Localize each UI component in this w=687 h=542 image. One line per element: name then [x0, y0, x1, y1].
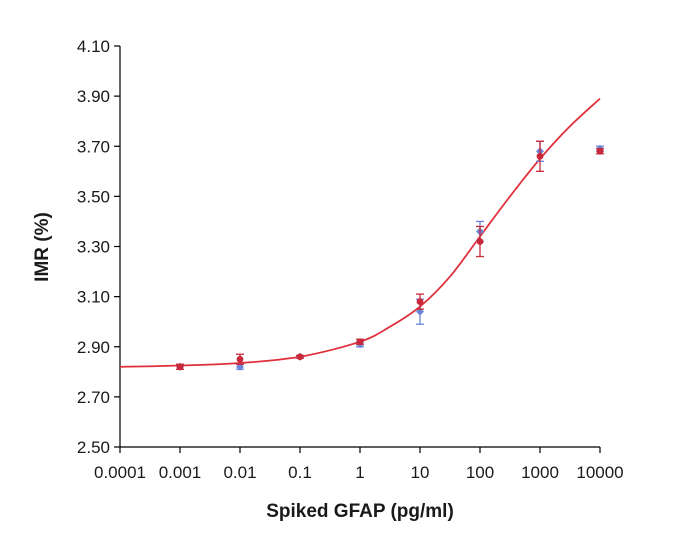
x-ticks: 0.0001 0.001 0.01 0.1 1 10 100 1000 10000 [94, 447, 624, 482]
y-tick-label: 3.70 [77, 137, 110, 156]
data-marker [476, 238, 484, 245]
x-tick-label: 0.01 [223, 463, 256, 482]
data-points [176, 140, 604, 371]
series-b-point [236, 353, 244, 365]
x-tick-label: 1000 [521, 463, 559, 482]
series-b-point [476, 225, 484, 258]
y-axis: 2.50 2.70 2.90 3.10 3.30 3.50 3.70 3.90 4.10 [77, 37, 121, 457]
y-tick-label: 3.10 [77, 288, 110, 307]
y-axis-title: IMR (%) [32, 212, 53, 282]
data-marker [176, 363, 184, 371]
series-b-point [356, 338, 364, 346]
y-tick-label: 4.10 [77, 37, 110, 56]
y-tick-label: 2.70 [77, 388, 110, 407]
series-b-point [296, 353, 304, 361]
data-marker [536, 152, 544, 160]
y-tick-label: 2.90 [77, 338, 110, 357]
y-tick-label: 3.30 [77, 238, 110, 257]
data-marker [236, 355, 244, 363]
x-tick-label: 10 [411, 463, 430, 482]
y-ticks: 2.50 2.70 2.90 3.10 3.30 3.50 3.70 3.90 4.10 [77, 37, 120, 457]
series-b-point [416, 293, 424, 310]
x-tick-label: 0.0001 [94, 463, 146, 482]
data-marker [296, 353, 304, 361]
x-tick-label: 10000 [576, 463, 623, 482]
series-b-point [596, 147, 604, 155]
data-marker [596, 147, 604, 155]
x-axis: 0.0001 0.001 0.01 0.1 1 10 100 1000 10000 [94, 446, 624, 482]
x-tick-label: 100 [466, 463, 494, 482]
y-tick-label: 2.50 [77, 438, 110, 457]
fit-curve [119, 97, 601, 368]
y-tick-label: 3.50 [77, 187, 110, 206]
y-tick-label: 3.90 [77, 87, 110, 106]
data-marker [416, 298, 424, 306]
series-b-point [536, 140, 544, 172]
x-tick-label: 1 [355, 463, 364, 482]
x-tick-label: 0.1 [288, 463, 312, 482]
x-tick-label: 0.001 [159, 463, 202, 482]
data-marker [356, 338, 364, 346]
series-b-point [176, 363, 184, 371]
x-axis-title: Spiked GFAP (pg/ml) [266, 501, 454, 522]
